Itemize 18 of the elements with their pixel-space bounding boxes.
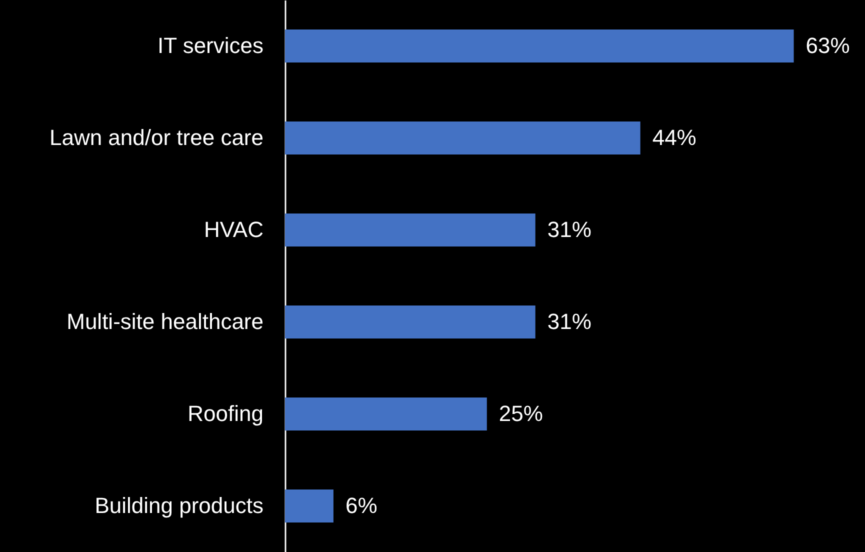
data-label: 63% xyxy=(806,33,850,58)
bar xyxy=(285,397,487,431)
data-label: 31% xyxy=(547,309,592,334)
data-label: 31% xyxy=(547,217,592,242)
y-tick-label: IT services xyxy=(158,33,264,58)
data-label: 25% xyxy=(498,401,543,426)
bar xyxy=(285,29,794,63)
data-label: 6% xyxy=(345,493,378,518)
y-tick-label: Building products xyxy=(94,493,264,518)
y-tick-label: HVAC xyxy=(204,217,264,242)
bar xyxy=(285,213,536,247)
data-label: 44% xyxy=(652,125,696,150)
bar xyxy=(285,121,640,155)
bar xyxy=(285,305,536,339)
bar xyxy=(285,489,334,523)
y-tick-label: Roofing xyxy=(188,401,264,426)
y-tick-label: Multi-site healthcare xyxy=(66,309,264,334)
y-tick-label: Lawn and/or tree care xyxy=(49,125,264,150)
